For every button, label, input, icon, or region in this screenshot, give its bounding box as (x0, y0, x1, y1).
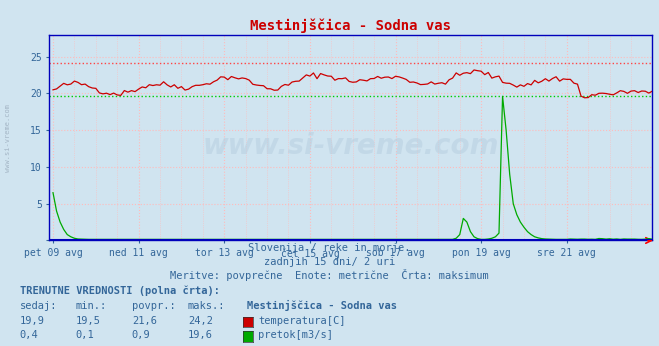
Text: 19,5: 19,5 (76, 316, 101, 326)
Text: temperatura[C]: temperatura[C] (258, 316, 346, 326)
Text: Mestinjščica - Sodna vas: Mestinjščica - Sodna vas (247, 300, 397, 311)
Text: 19,6: 19,6 (188, 330, 213, 340)
Title: Mestinjščica - Sodna vas: Mestinjščica - Sodna vas (250, 19, 451, 34)
Text: www.si-vreme.com: www.si-vreme.com (203, 132, 499, 160)
Text: 21,6: 21,6 (132, 316, 157, 326)
Text: min.:: min.: (76, 301, 107, 311)
Text: 0,1: 0,1 (76, 330, 94, 340)
Text: maks.:: maks.: (188, 301, 225, 311)
Text: 19,9: 19,9 (20, 316, 45, 326)
Text: zadnjih 15 dni/ 2 uri: zadnjih 15 dni/ 2 uri (264, 257, 395, 267)
Text: sedaj:: sedaj: (20, 301, 57, 311)
Text: 0,4: 0,4 (20, 330, 38, 340)
Text: Meritve: povprečne  Enote: metrične  Črta: maksimum: Meritve: povprečne Enote: metrične Črta:… (170, 268, 489, 281)
Text: TRENUTNE VREDNOSTI (polna črta):: TRENUTNE VREDNOSTI (polna črta): (20, 285, 219, 296)
Text: 0,9: 0,9 (132, 330, 150, 340)
Text: pretok[m3/s]: pretok[m3/s] (258, 330, 333, 340)
Text: Slovenija / reke in morje.: Slovenija / reke in morje. (248, 243, 411, 253)
Text: 24,2: 24,2 (188, 316, 213, 326)
Text: www.si-vreme.com: www.si-vreme.com (5, 104, 11, 172)
Text: povpr.:: povpr.: (132, 301, 175, 311)
